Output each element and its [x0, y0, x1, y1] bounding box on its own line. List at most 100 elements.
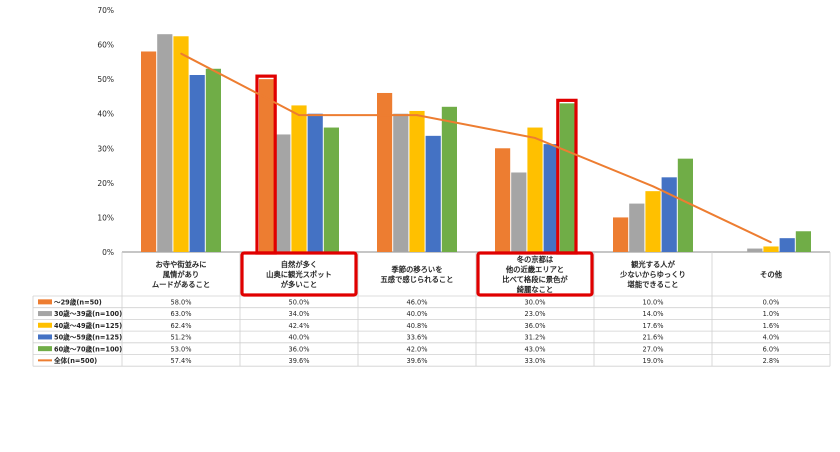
bar	[495, 148, 511, 252]
category-label: 綺麗なこと	[517, 285, 553, 294]
category-label: 比べて格段に景色が	[502, 275, 568, 284]
data-label: 34.0%	[289, 310, 310, 318]
legend-label: 60歳〜70歳(n=100)	[54, 344, 122, 353]
data-label: 6.0%	[763, 345, 780, 353]
data-label: 46.0%	[407, 298, 428, 306]
bar	[645, 191, 661, 252]
data-label: 1.6%	[763, 322, 780, 330]
legend-label: 〜29歳(n=50)	[54, 297, 102, 306]
bar	[291, 105, 307, 252]
bar	[795, 231, 811, 252]
data-label: 4.0%	[763, 334, 780, 342]
legend-label: 40歳〜49歳(n=125)	[54, 321, 122, 330]
category-label: 他の近畿エリアと	[505, 265, 564, 274]
bar	[559, 103, 575, 252]
data-label: 19.0%	[643, 357, 664, 365]
category-label: 季節の移ろいを	[390, 265, 442, 274]
category-label: 自然が多く	[281, 260, 317, 269]
highlight-box-category	[476, 251, 594, 297]
category-label: 少ないからゆっくり	[619, 270, 686, 279]
y-tick-label: 0%	[102, 248, 114, 257]
bar	[323, 127, 339, 252]
category-label: 五感で感じられること	[381, 275, 454, 284]
line-point	[652, 185, 654, 188]
line-point	[534, 137, 536, 139]
category-label: 冬の京都は	[517, 255, 554, 264]
line-point	[180, 52, 182, 55]
legend-label: 全体(n=500)	[53, 356, 97, 365]
data-label: 14.0%	[643, 310, 664, 318]
bar	[613, 217, 629, 252]
bar	[511, 172, 527, 252]
bar	[779, 238, 795, 252]
data-label: 30.0%	[525, 298, 546, 306]
bar	[763, 246, 779, 252]
data-label: 36.0%	[289, 345, 310, 353]
data-label: 39.6%	[407, 357, 428, 365]
legend-key	[38, 311, 52, 317]
y-tick-label: 10%	[97, 213, 114, 222]
legend-key	[38, 334, 52, 340]
data-label: 17.6%	[643, 322, 664, 330]
data-label: 51.2%	[171, 334, 192, 342]
data-label: 58.0%	[171, 298, 192, 306]
data-label: 40.0%	[289, 334, 310, 342]
bar	[189, 74, 205, 252]
category-label: 風情があり	[163, 270, 199, 279]
data-label: 36.0%	[525, 322, 546, 330]
data-label: 43.0%	[525, 345, 546, 353]
y-tick-label: 70%	[97, 6, 114, 15]
data-label: 50.0%	[289, 298, 310, 306]
data-label: 33.0%	[525, 357, 546, 365]
y-tick-label: 20%	[97, 179, 114, 188]
bar	[543, 144, 559, 252]
data-label: 27.0%	[643, 345, 664, 353]
bar	[393, 113, 409, 252]
bar	[527, 127, 543, 252]
y-tick-label: 30%	[97, 144, 114, 153]
bar	[661, 177, 677, 252]
data-label: 40.8%	[407, 322, 428, 330]
bar	[141, 51, 157, 252]
y-tick-label: 50%	[97, 75, 114, 84]
data-label: 31.2%	[525, 334, 546, 342]
category-label: 観光する人が	[631, 260, 675, 269]
legend-key	[38, 322, 52, 328]
data-label: 21.6%	[643, 334, 664, 342]
data-label: 1.0%	[763, 310, 780, 318]
bar	[629, 203, 645, 252]
line-point	[770, 241, 772, 244]
line-point	[416, 114, 418, 116]
data-label: 42.4%	[289, 322, 310, 330]
line-point	[298, 114, 300, 116]
data-label: 2.8%	[763, 357, 780, 365]
legend-key	[38, 299, 52, 305]
legend-label: 30歳〜39歳(n=100)	[54, 309, 122, 318]
data-label: 39.6%	[289, 357, 310, 365]
bar	[259, 79, 275, 253]
y-tick-label: 60%	[97, 41, 114, 50]
data-label: 10.0%	[643, 298, 664, 306]
data-label: 33.6%	[407, 334, 428, 342]
data-label: 42.0%	[407, 345, 428, 353]
category-label: その他	[760, 270, 783, 279]
line-series-overall	[180, 52, 772, 244]
bar	[425, 135, 441, 252]
bar	[173, 36, 189, 252]
bar	[441, 106, 457, 252]
bar	[205, 68, 221, 253]
data-label: 63.0%	[171, 310, 192, 318]
highlight-box-category	[240, 251, 358, 297]
data-label: 0.0%	[763, 298, 780, 306]
data-label: 40.0%	[407, 310, 428, 318]
data-label: 62.4%	[171, 322, 192, 330]
legend-label: 50歳〜59歳(n=125)	[54, 333, 122, 342]
bar	[377, 92, 393, 252]
legend-key	[38, 346, 52, 352]
bar	[307, 113, 323, 252]
bar	[409, 110, 425, 252]
bar	[747, 248, 763, 252]
bar	[677, 158, 693, 252]
